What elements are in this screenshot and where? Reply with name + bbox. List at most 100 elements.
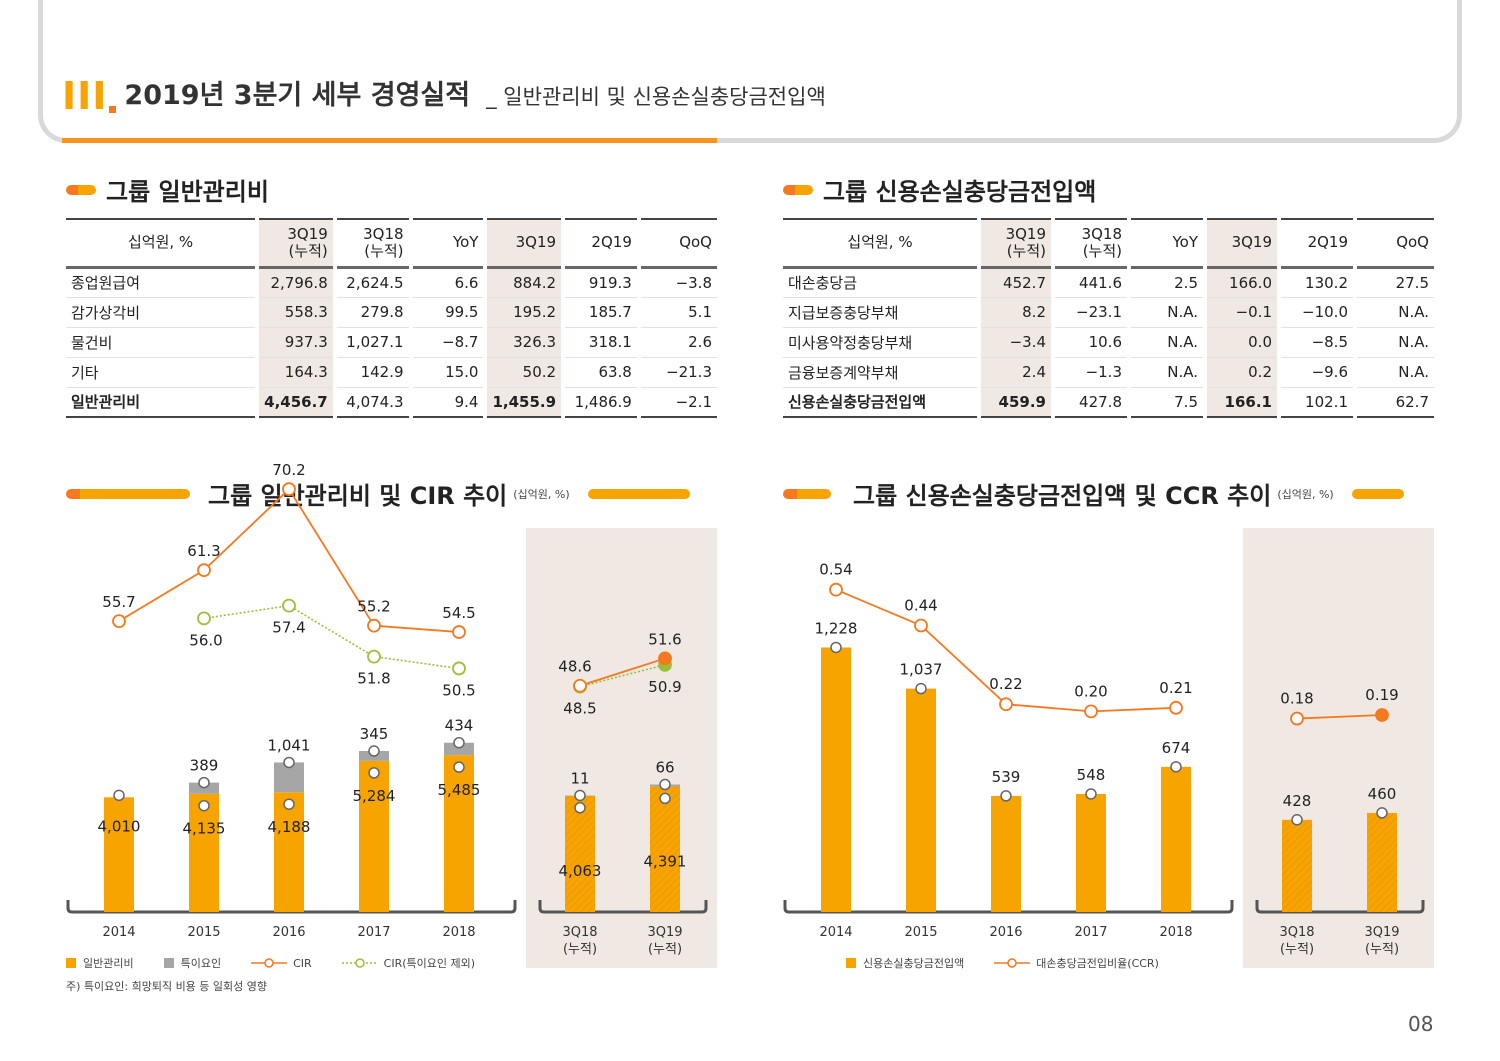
credit-table-cell: 62.7 (1353, 386, 1434, 418)
general-expense-table: 십억원, % 3Q19 (누적) 3Q18 (누적) YoY 3Q19 2Q19 QoQ 종업원급… (66, 218, 717, 418)
expense-value-label: 4,391 (644, 852, 687, 870)
expense-value-label: 4,063 (559, 862, 602, 880)
credit-loss-bar (1076, 793, 1106, 912)
ytd-panel-background (1243, 528, 1434, 968)
special-marker (198, 776, 210, 789)
cir-ex-marker (282, 598, 296, 613)
ccr-label: 0.22 (989, 675, 1022, 693)
credit-loss-table: 십억원, % 3Q19 (누적) 3Q18 (누적) YoY 3Q19 2Q19 QoQ 대손충당… (783, 218, 1434, 418)
cir-label: 61.3 (187, 542, 220, 560)
credit-table-cell: N.A. (1353, 297, 1434, 328)
cir-marker (197, 563, 211, 578)
credit-table-row: 대손충당금 452.7 441.6 2.5 166.0 130.2 27.5 (783, 267, 1434, 298)
left-chart-heading: 그룹 일반관리비 및 CIR 추이 (십억원, %) (66, 476, 690, 511)
ccr-marker (829, 582, 843, 597)
expense-table-header-cell: QoQ (636, 218, 717, 269)
credit-table-row: 지급보증충당부채 8.2 −23.1 N.A. −0.1 −10.0 N.A. (783, 297, 1434, 328)
expense-table-cell: 50.2 (483, 357, 564, 388)
credit-loss-value-label: 428 (1283, 792, 1312, 810)
page-header: III 2019년 3분기 세부 경영실적 _ 일반관리비 및 신용손실충당금전… (62, 76, 826, 116)
expense-table-cell: 164.3 (255, 357, 335, 388)
expense-value-label: 5,485 (438, 781, 481, 799)
ccr-line-ytd (1296, 714, 1383, 720)
left-ytd-axis-bracket (538, 900, 708, 914)
left-chart-unit: (십억원, %) (513, 487, 570, 501)
credit-table-cell: 27.5 (1353, 267, 1434, 298)
ccr-label: 0.54 (819, 561, 852, 579)
cir-marker (112, 614, 126, 629)
expense-table-row: 종업원급여 2,796.8 2,624.5 6.6 884.2 919.3 −3.8 (66, 267, 717, 298)
expense-value-label: 4,135 (183, 820, 226, 838)
expense-table-cell: 2,796.8 (255, 267, 335, 298)
right-ytd-axis-bracket (1255, 900, 1425, 914)
legend-item-cir-ex: CIR(특이요인 제외) (341, 955, 475, 971)
cir-ex-marker (367, 649, 381, 664)
credit-table-cell: 2.4 (977, 357, 1053, 388)
left-chart-title: 그룹 일반관리비 및 CIR 추이 (208, 482, 508, 510)
ccr-label: 0.19 (1365, 686, 1398, 704)
cir-label: 55.7 (102, 593, 135, 611)
credit-table-row: 금융보증계약부채 2.4 −1.3 N.A. 0.2 −9.6 N.A. (783, 357, 1434, 388)
credit-table-cell: 130.2 (1277, 267, 1355, 298)
ccr-label: 0.20 (1074, 682, 1107, 700)
special-label: 11 (570, 769, 589, 787)
x-tick-label: 2014 (819, 925, 852, 940)
special-marker (368, 745, 380, 757)
expense-table-cell: 185.7 (561, 297, 639, 328)
heading-bar-icon (783, 488, 831, 499)
expense-table-cell: −8.7 (408, 327, 486, 358)
credit-table-cell: 8.2 (977, 297, 1053, 328)
expense-table-row: 물건비 937.3 1,027.1 −8.7 326.3 318.1 2.6 (66, 327, 717, 358)
expense-table-cell: −2.1 (636, 386, 717, 418)
x-tick-label: (누적) (648, 942, 682, 957)
credit-table-cell: N.A. (1127, 297, 1205, 328)
expense-marker (283, 798, 295, 810)
special-factor-bar (444, 742, 474, 756)
legend-item-special: 특이요인 (163, 955, 221, 971)
expense-table-header-cell: 3Q19 (483, 218, 564, 269)
right-chart-unit: (십억원, %) (1277, 487, 1334, 501)
expense-table-cell: 4,456.7 (255, 386, 335, 418)
legend-swatch (66, 958, 76, 968)
credit-loss-bar (821, 647, 851, 912)
legend-item-cir: CIR (251, 957, 312, 970)
credit-table-cell: 미사용약정충당부채 (783, 327, 979, 358)
credit-table-cell: 신용손실충당금전입액 (783, 386, 979, 418)
credit-table-row: 신용손실충당금전입액 459.9 427.8 7.5 166.1 102.1 62.7 (783, 386, 1434, 418)
credit-loss-value-label: 1,037 (900, 661, 943, 679)
credit-loss-value-label: 539 (992, 768, 1021, 786)
expense-table-header-cell: YoY (408, 218, 486, 269)
expense-table-cell: 1,027.1 (332, 327, 411, 358)
ccr-marker (999, 697, 1013, 712)
x-tick-label: 2018 (1159, 925, 1192, 940)
credit-table-cell: 441.6 (1051, 267, 1129, 298)
cir-label: 54.5 (442, 604, 475, 622)
credit-table-cell: 7.5 (1127, 386, 1205, 418)
credit-table-header-cell: 3Q19 (1203, 218, 1279, 269)
x-tick-label: 2017 (357, 925, 390, 940)
credit-table-cell: 166.0 (1203, 267, 1279, 298)
credit-table-header-cell: 3Q19 (누적) (977, 218, 1053, 269)
credit-table-header-cell: YoY (1127, 218, 1205, 269)
expense-table-cell: 6.6 (408, 267, 486, 298)
section-numeral: III (62, 74, 108, 118)
expense-table-cell: 919.3 (561, 267, 639, 298)
expense-table-cell: 279.8 (332, 297, 411, 328)
cir-label: 70.2 (272, 461, 305, 479)
credit-table-cell: −3.4 (977, 327, 1053, 358)
ccr-marker (1084, 704, 1098, 719)
expense-table-cell: 2.6 (636, 327, 717, 358)
expense-table-cell: 142.9 (332, 357, 411, 388)
cir-ex-label: 56.0 (189, 631, 222, 649)
right-chart-heading: 그룹 신용손실충당금전입액 및 CCR 추이 (십억원, %) (783, 476, 1404, 511)
ccr-marker (914, 618, 928, 633)
ccr-marker (1290, 711, 1304, 726)
cir-ex-line (203, 604, 460, 670)
heading-bar-icon (1351, 488, 1404, 499)
special-label: 345 (360, 725, 389, 743)
special-marker (283, 756, 295, 769)
cir-label: 51.6 (648, 630, 681, 648)
special-marker (574, 789, 586, 802)
expense-bar (565, 795, 595, 912)
credit-table-cell: 166.1 (1203, 386, 1279, 418)
